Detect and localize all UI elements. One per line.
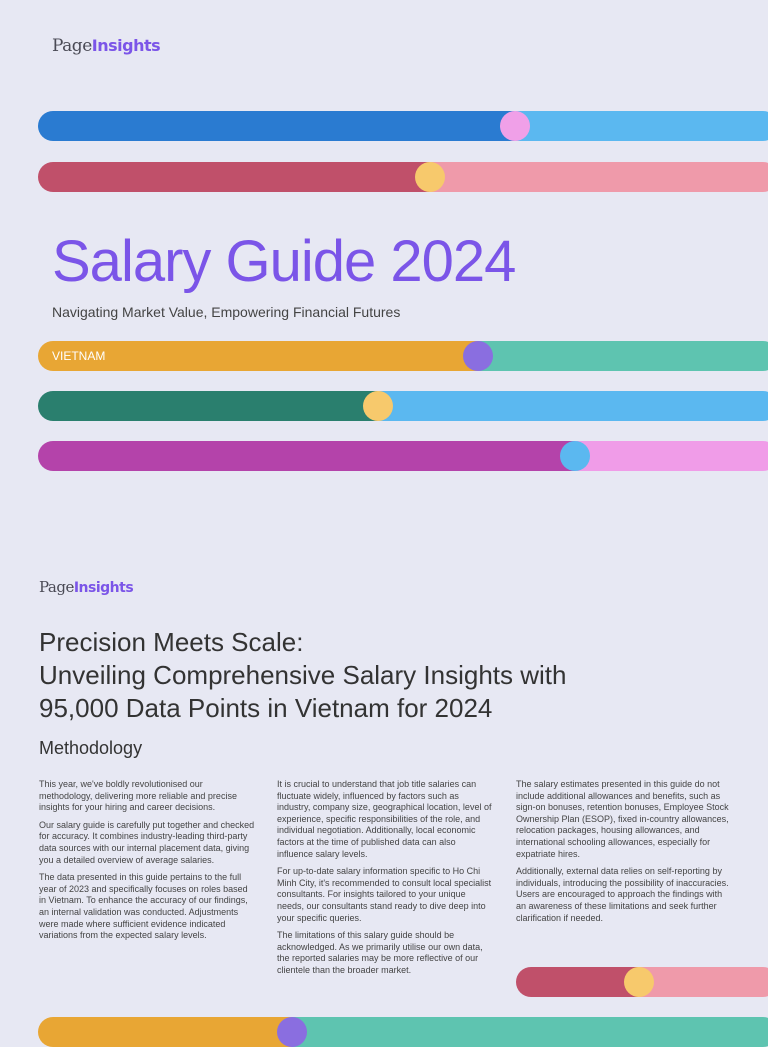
decor-bar: [38, 1017, 768, 1047]
heading-line: Precision Meets Scale:: [39, 627, 304, 657]
knob: [500, 111, 530, 141]
knob: [624, 967, 654, 997]
paragraph: The salary estimates presented in this g…: [516, 779, 729, 859]
text-column: It is crucial to understand that job tit…: [277, 779, 493, 983]
paragraph: It is crucial to understand that job tit…: [277, 779, 492, 859]
subtitle: Navigating Market Value, Empowering Fina…: [52, 304, 401, 320]
text-column: This year, we've boldly revolutionised o…: [39, 779, 255, 948]
brand: PageInsights: [52, 36, 161, 56]
heading-line: 95,000 Data Points in Vietnam for 2024: [39, 693, 493, 723]
paragraph: Our salary guide is carefully put togeth…: [39, 819, 255, 865]
paragraph: Additionally, external data relies on se…: [516, 866, 729, 923]
knob: [363, 391, 393, 421]
section-title: Methodology: [39, 738, 143, 758]
paragraph: The limitations of this salary guide sho…: [277, 930, 483, 975]
brand-part: Page: [52, 36, 92, 56]
brand-part: Insights: [73, 580, 134, 596]
decor-bar: [38, 162, 768, 192]
heading: Precision Meets Scale: Unveiling Compreh…: [39, 626, 566, 725]
knob: [560, 441, 590, 471]
paragraph: For up-to-date salary information specif…: [277, 866, 492, 923]
brand-part: Page: [39, 578, 74, 596]
knob: [277, 1017, 307, 1047]
decor-bar: [38, 391, 768, 421]
brand: PageInsights: [39, 578, 134, 596]
paragraph: The data presented in this guide pertain…: [39, 872, 248, 941]
text-column: The salary estimates presented in this g…: [516, 779, 732, 930]
tag: VIETNAM: [52, 349, 106, 363]
decor-bar: [38, 441, 768, 471]
paragraph: This year, we've boldly revolutionised o…: [39, 779, 237, 813]
page: PageInsights Salary Guide 2024 Navigatin…: [38, 36, 768, 1047]
title: Salary Guide 2024: [52, 229, 516, 294]
knob: [415, 162, 445, 192]
decor-bar: [516, 967, 768, 997]
decor-bar: [38, 341, 768, 371]
decor-bar: [38, 111, 768, 141]
knob: [463, 341, 493, 371]
heading-line: Unveiling Comprehensive Salary Insights …: [39, 660, 567, 690]
brand-part: Insights: [91, 36, 161, 55]
